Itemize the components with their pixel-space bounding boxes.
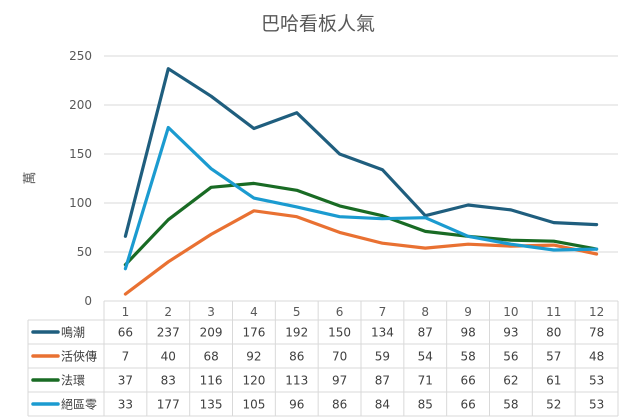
table-cell-value: 120	[242, 374, 265, 388]
table-cell-value: 134	[371, 326, 394, 340]
table-cell-value: 61	[546, 374, 561, 388]
x-tick-label: 6	[336, 305, 344, 319]
table-cell-value: 86	[289, 350, 304, 364]
y-tick-label: 100	[69, 196, 92, 210]
table-cell-value: 176	[242, 326, 265, 340]
x-tick-label: 1	[122, 305, 130, 319]
table-cell-value: 78	[589, 326, 604, 340]
gridlines	[104, 55, 618, 302]
x-tick-label: 5	[293, 305, 301, 319]
x-tick-label: 4	[250, 305, 258, 319]
table-cell-value: 48	[589, 350, 604, 364]
table-cell-value: 98	[460, 326, 475, 340]
table-cell-value: 52	[546, 398, 561, 412]
x-tick-label: 7	[379, 305, 387, 319]
y-tick-label: 50	[77, 245, 92, 259]
table-cell-value: 54	[418, 350, 433, 364]
x-tick-label: 9	[464, 305, 472, 319]
table-cell-value: 80	[546, 326, 561, 340]
y-tick-label: 150	[69, 147, 92, 161]
table-cell-value: 57	[546, 350, 561, 364]
table-cell-value: 53	[589, 398, 604, 412]
table-cell-value: 92	[246, 350, 261, 364]
table-cell-value: 66	[460, 398, 475, 412]
table-cell-value: 84	[375, 398, 390, 412]
table-cell-value: 66	[460, 374, 475, 388]
table-cell-value: 37	[118, 374, 133, 388]
x-tick-label: 11	[546, 305, 561, 319]
legend-label: 法環	[61, 374, 85, 388]
series-line	[123, 181, 599, 267]
table-cell-value: 58	[503, 398, 518, 412]
table-cell-value: 71	[418, 374, 433, 388]
table-cell-value: 68	[203, 350, 218, 364]
table-cell-value: 7	[122, 350, 130, 364]
y-axis-ticks: 0 50 100 150 200 250	[69, 49, 92, 308]
table-cell-value: 105	[242, 398, 265, 412]
x-tick-label: 10	[503, 305, 518, 319]
table-cell-value: 62	[503, 374, 518, 388]
series-line	[123, 67, 599, 238]
table-cell-value: 87	[375, 374, 390, 388]
legend-label: 絕區零	[61, 398, 97, 412]
x-tick-label: 3	[207, 305, 215, 319]
table-cell-value: 70	[332, 350, 347, 364]
y-tick-label: 0	[84, 294, 92, 308]
table-cell-value: 83	[161, 374, 176, 388]
table-cell-value: 53	[589, 374, 604, 388]
table-cell-value: 135	[200, 398, 223, 412]
table-cell-value: 177	[157, 398, 180, 412]
y-axis-title: 萬	[23, 171, 38, 184]
table-cell-value: 96	[289, 398, 304, 412]
table-cell-value: 209	[200, 326, 223, 340]
table-cell-value: 93	[503, 326, 518, 340]
series-line	[123, 125, 599, 271]
x-tick-label: 12	[589, 305, 604, 319]
table-cell-value: 40	[161, 350, 176, 364]
table-cell-value: 87	[418, 326, 433, 340]
table-cell-value: 66	[118, 326, 133, 340]
x-tick-label: 2	[164, 305, 172, 319]
table-cell-value: 86	[332, 398, 347, 412]
table-cell-value: 85	[418, 398, 433, 412]
table-cell-value: 97	[332, 374, 347, 388]
table-cell-value: 237	[157, 326, 180, 340]
legend-label: 鳴潮	[61, 325, 85, 340]
table-cell-value: 59	[375, 350, 390, 364]
table-cell-value: 150	[328, 326, 351, 340]
x-tick-label: 8	[421, 305, 429, 319]
table-cell-value: 58	[460, 350, 475, 364]
table-cell-value: 192	[285, 326, 308, 340]
y-tick-label: 200	[69, 98, 92, 112]
table-cell-value: 56	[503, 350, 518, 364]
legend-label: 活俠傳	[61, 350, 97, 364]
chart-title: 巴哈看板人氣	[261, 13, 375, 35]
table-cell-value: 33	[118, 398, 133, 412]
series-lines	[123, 67, 599, 296]
y-tick-label: 250	[69, 49, 92, 63]
table-cell-value: 113	[285, 374, 308, 388]
table-cell-value: 116	[200, 374, 223, 388]
